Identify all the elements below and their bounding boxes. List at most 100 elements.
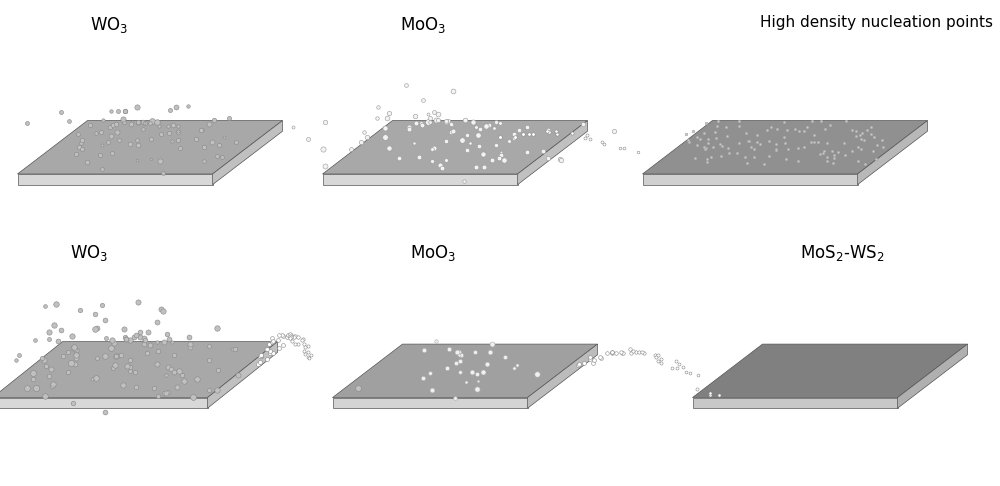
Point: [72, 306, 88, 314]
Point: [122, 140, 138, 148]
Point: [118, 335, 134, 343]
Point: [424, 145, 440, 153]
Point: [488, 118, 504, 126]
Point: [280, 331, 296, 339]
Point: [132, 333, 148, 341]
Point: [850, 143, 866, 151]
Point: [280, 332, 296, 340]
Point: [853, 135, 869, 143]
Point: [844, 126, 860, 134]
Point: [776, 134, 792, 141]
Point: [353, 138, 369, 146]
Point: [87, 310, 103, 317]
Point: [296, 340, 312, 348]
Point: [68, 354, 84, 362]
Point: [297, 350, 313, 358]
Point: [604, 349, 620, 357]
Point: [806, 138, 822, 146]
Point: [804, 118, 820, 125]
Point: [625, 347, 641, 355]
Point: [492, 119, 508, 127]
Point: [92, 151, 108, 159]
Point: [740, 138, 756, 145]
Point: [168, 103, 184, 111]
Point: [813, 118, 829, 125]
Point: [48, 300, 64, 308]
Point: [675, 364, 691, 371]
Point: [73, 139, 89, 147]
Point: [149, 318, 165, 326]
Point: [630, 148, 646, 156]
Point: [710, 118, 726, 125]
Point: [194, 126, 210, 134]
Point: [158, 371, 174, 379]
Point: [470, 377, 486, 384]
Point: [127, 368, 143, 376]
Point: [469, 370, 485, 378]
Point: [596, 140, 612, 148]
Point: [696, 143, 712, 151]
Point: [680, 136, 696, 144]
Point: [193, 126, 209, 134]
Point: [287, 340, 303, 348]
Point: [484, 156, 500, 164]
Point: [221, 114, 237, 122]
Polygon shape: [692, 398, 898, 408]
Point: [103, 344, 119, 351]
Point: [275, 332, 291, 340]
Point: [761, 137, 777, 145]
Point: [210, 366, 226, 374]
Point: [535, 148, 551, 156]
Point: [414, 121, 430, 129]
Point: [519, 123, 535, 131]
Point: [582, 136, 598, 143]
Point: [294, 336, 310, 344]
Point: [117, 107, 133, 115]
Point: [848, 132, 864, 140]
Point: [606, 127, 622, 135]
Point: [407, 112, 423, 120]
Polygon shape: [642, 121, 928, 174]
Point: [8, 356, 24, 364]
Point: [819, 157, 835, 165]
Point: [64, 331, 80, 339]
Point: [259, 355, 275, 363]
Point: [370, 104, 386, 111]
Point: [718, 123, 734, 131]
Point: [117, 107, 133, 115]
Point: [166, 367, 182, 375]
Point: [496, 156, 512, 164]
Point: [111, 137, 127, 144]
Point: [107, 362, 123, 369]
Point: [479, 360, 495, 367]
Point: [671, 360, 687, 368]
Point: [647, 351, 663, 359]
Point: [634, 348, 650, 356]
Point: [653, 359, 669, 367]
Point: [285, 123, 301, 131]
Point: [140, 328, 156, 336]
Point: [228, 139, 244, 146]
Point: [401, 125, 417, 133]
Point: [668, 357, 684, 365]
Point: [592, 353, 608, 361]
Polygon shape: [642, 174, 858, 185]
Point: [162, 106, 178, 114]
Point: [422, 118, 438, 126]
Point: [142, 119, 158, 127]
Point: [608, 349, 624, 357]
Point: [209, 324, 225, 332]
Point: [681, 138, 697, 146]
Point: [135, 118, 151, 126]
Point: [128, 383, 144, 391]
Point: [456, 177, 472, 185]
Point: [615, 349, 631, 357]
Point: [817, 125, 833, 133]
Point: [424, 145, 440, 153]
Point: [82, 121, 98, 129]
Point: [282, 334, 298, 342]
Point: [506, 130, 522, 138]
Polygon shape: [208, 342, 278, 408]
Point: [100, 139, 116, 146]
Point: [448, 359, 464, 366]
